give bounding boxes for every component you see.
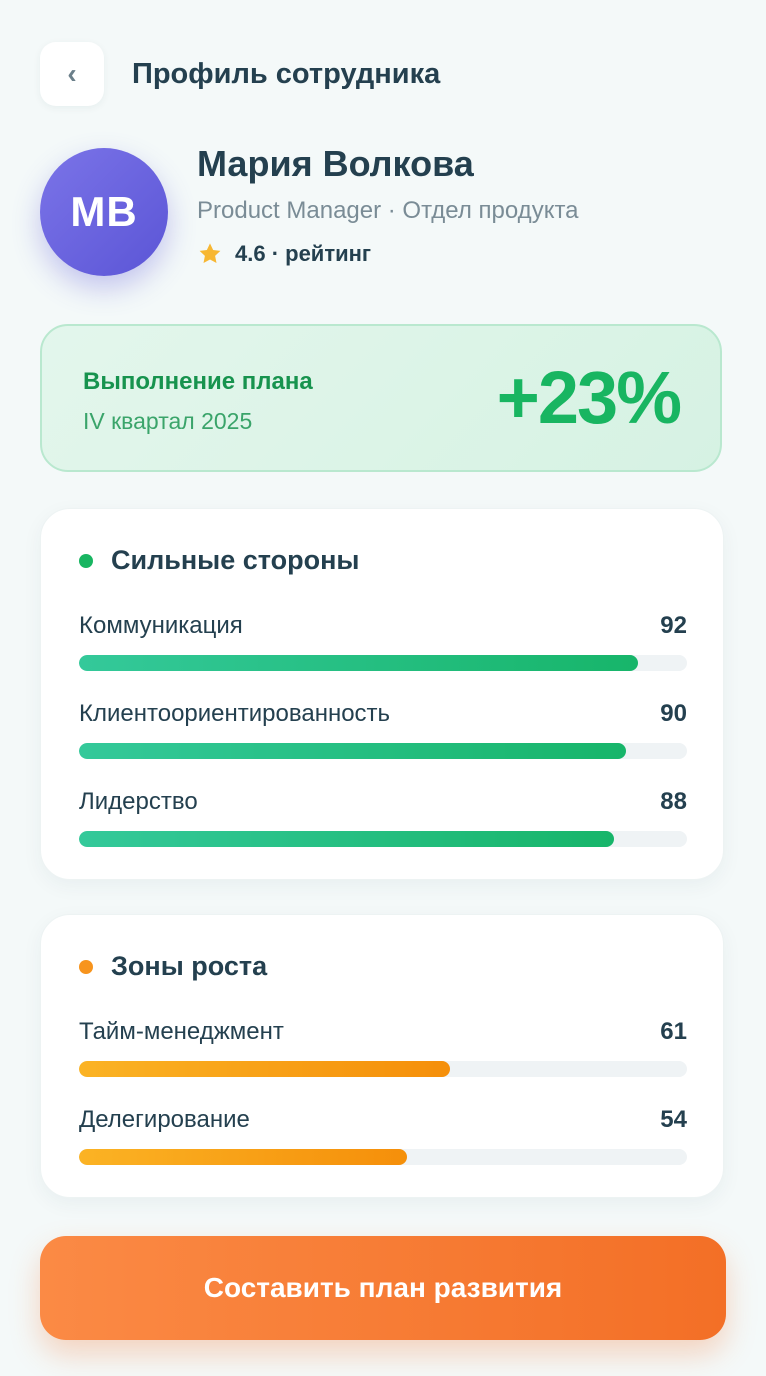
plan-value: +23% [496, 356, 682, 439]
strengths-card: Сильные стороны Коммуникация 92 Клиентоо… [40, 508, 724, 880]
skill-value: 92 [660, 612, 687, 639]
growth-areas-card: Зоны роста Тайм-менеджмент 61 Делегирова… [40, 914, 724, 1198]
create-development-plan-button[interactable]: Составить план развития [40, 1236, 726, 1340]
plan-title: Выполнение плана [83, 368, 313, 395]
skill-value: 54 [660, 1106, 687, 1133]
employee-rating: 4.6 · рейтинг [197, 241, 579, 267]
growth-heading-text: Зоны роста [111, 951, 268, 981]
plan-period: IV квартал 2025 [83, 408, 253, 434]
plan-completion-card: Выполнение плана IV квартал 2025 +23% [40, 324, 722, 472]
chevron-left-icon: ‹ [67, 58, 77, 89]
page-title: Профиль сотрудника [132, 57, 441, 90]
skill-name: Клиентоориентированность [79, 700, 391, 727]
skill-progress-track [79, 1061, 687, 1077]
cta-label: Составить план развития [203, 1272, 563, 1303]
employee-role: Product Manager · Отдел продукта [197, 197, 579, 224]
skill-value: 88 [660, 788, 687, 815]
skill-value: 90 [660, 700, 687, 727]
skill-item: Делегирование 54 [79, 1105, 687, 1165]
skill-item: Клиентоориентированность 90 [79, 699, 687, 759]
skill-progress-fill [79, 831, 615, 847]
orange-dot-icon [79, 959, 93, 974]
skill-item: Тайм-менеджмент 61 [79, 1017, 687, 1077]
profile-info: Мария Волкова Product Manager · Отдел пр… [197, 143, 579, 267]
star-icon [199, 243, 221, 263]
growth-heading: Зоны роста [79, 951, 267, 982]
skill-progress-fill [79, 743, 627, 759]
skill-progress-fill [79, 1061, 450, 1077]
skill-progress-track [79, 831, 687, 847]
avatar-initials: МВ [70, 188, 138, 235]
skill-progress-fill [79, 1149, 408, 1165]
strengths-heading-text: Сильные стороны [111, 545, 360, 575]
skill-progress-track [79, 743, 687, 759]
profile-summary: МВ Мария Волкова Product Manager · Отдел… [40, 143, 579, 276]
rating-text: 4.6 · рейтинг [235, 241, 372, 266]
strengths-heading: Сильные стороны [79, 545, 359, 576]
employee-name: Мария Волкова [197, 143, 474, 184]
skill-value: 61 [660, 1018, 687, 1045]
back-button[interactable]: ‹ [40, 42, 104, 106]
skill-item: Лидерство 88 [79, 787, 687, 847]
green-dot-icon [79, 553, 93, 568]
skill-name: Лидерство [79, 788, 198, 815]
skill-name: Коммуникация [79, 612, 243, 639]
skill-name: Делегирование [79, 1106, 250, 1133]
skill-progress-track [79, 655, 687, 671]
skill-item: Коммуникация 92 [79, 611, 687, 671]
skill-progress-fill [79, 655, 639, 671]
skill-name: Тайм-менеджмент [79, 1018, 284, 1045]
avatar: МВ [40, 148, 168, 276]
skill-progress-track [79, 1149, 687, 1165]
header: ‹ Профиль сотрудника [40, 42, 440, 106]
